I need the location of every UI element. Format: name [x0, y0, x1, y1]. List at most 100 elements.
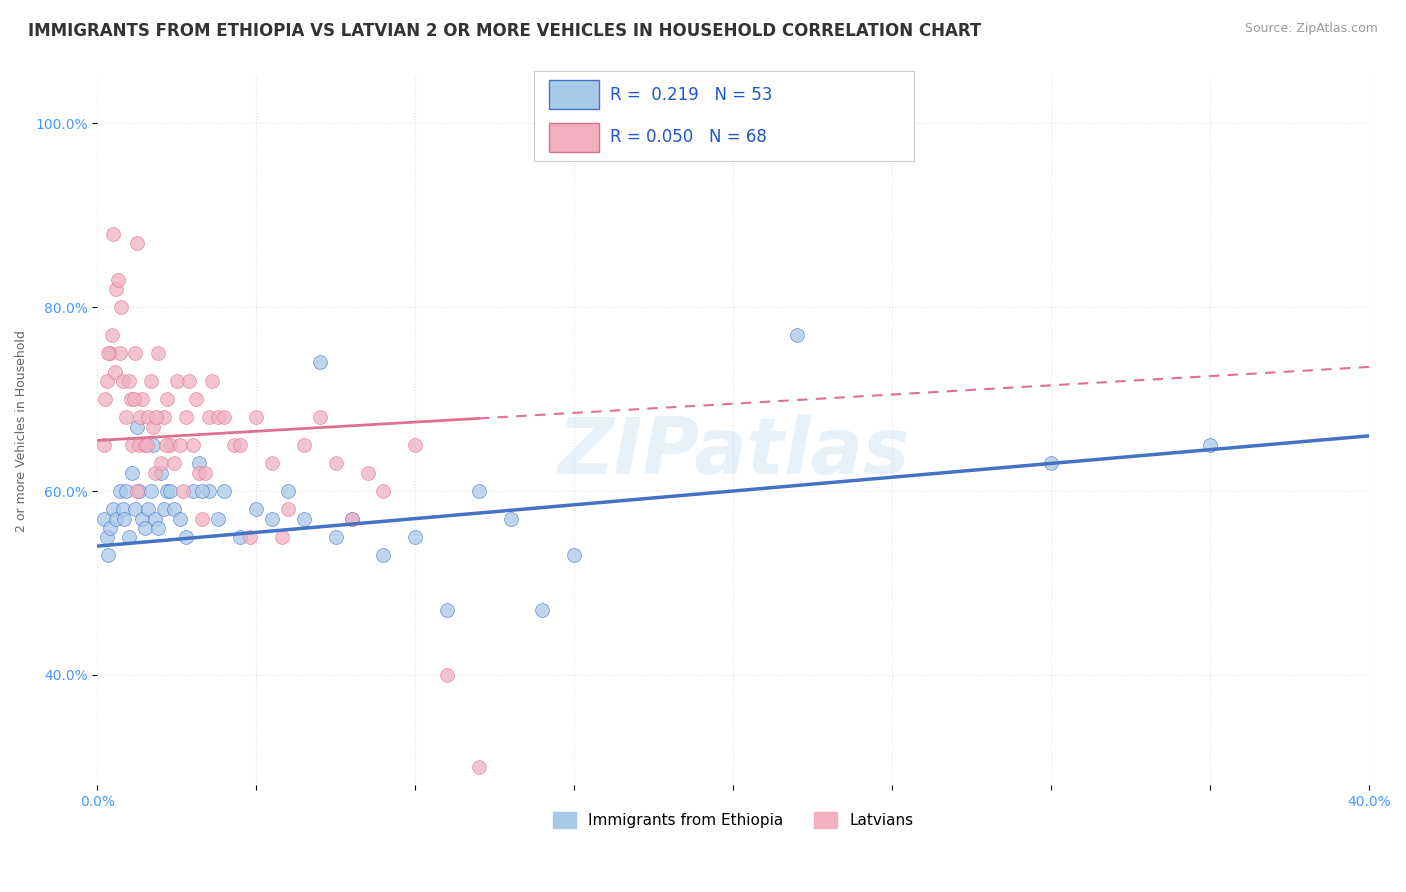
Point	[118, 530, 141, 544]
Point	[104, 365, 127, 379]
Point	[191, 511, 214, 525]
Point	[142, 438, 165, 452]
Point	[262, 457, 284, 471]
Point	[97, 549, 120, 563]
Point	[229, 438, 252, 452]
Point	[145, 410, 167, 425]
Point	[277, 483, 299, 498]
Point	[111, 374, 134, 388]
Point	[124, 502, 146, 516]
Point	[98, 521, 121, 535]
Point	[436, 668, 458, 682]
Text: Source: ZipAtlas.com: Source: ZipAtlas.com	[1244, 22, 1378, 36]
Point	[245, 410, 267, 425]
Text: R = 0.050   N = 68: R = 0.050 N = 68	[610, 128, 768, 146]
Point	[188, 457, 211, 471]
Point	[786, 327, 808, 342]
Point	[214, 410, 236, 425]
Point	[356, 466, 378, 480]
Point	[188, 466, 211, 480]
Point	[499, 511, 522, 525]
Point	[169, 511, 191, 525]
Point	[155, 438, 177, 452]
Text: IMMIGRANTS FROM ETHIOPIA VS LATVIAN 2 OR MORE VEHICLES IN HOUSEHOLD CORRELATION : IMMIGRANTS FROM ETHIOPIA VS LATVIAN 2 OR…	[28, 22, 981, 40]
Point	[184, 392, 207, 406]
Point	[194, 466, 217, 480]
Legend: Immigrants from Ethiopia, Latvians: Immigrants from Ethiopia, Latvians	[547, 805, 920, 834]
Point	[134, 438, 156, 452]
Point	[115, 483, 138, 498]
Point	[97, 346, 120, 360]
Point	[120, 392, 142, 406]
Point	[181, 438, 204, 452]
Point	[325, 530, 347, 544]
Point	[176, 410, 198, 425]
Point	[131, 511, 153, 525]
Point	[93, 438, 115, 452]
Point	[308, 355, 330, 369]
Point	[136, 410, 159, 425]
Point	[277, 502, 299, 516]
Text: R =  0.219   N = 53: R = 0.219 N = 53	[610, 86, 773, 103]
Point	[159, 438, 181, 452]
Point	[149, 457, 172, 471]
Point	[172, 483, 194, 498]
Point	[201, 374, 224, 388]
Point	[153, 410, 176, 425]
Point	[128, 438, 150, 452]
Point	[149, 466, 172, 480]
Point	[1199, 438, 1222, 452]
Point	[143, 511, 166, 525]
Point	[229, 530, 252, 544]
Point	[153, 502, 176, 516]
Point	[468, 483, 491, 498]
Point	[404, 438, 426, 452]
Point	[93, 511, 115, 525]
Text: ZIPatlas: ZIPatlas	[557, 415, 910, 491]
Point	[112, 511, 135, 525]
Point	[239, 530, 262, 544]
Point	[179, 374, 201, 388]
Point	[245, 502, 267, 516]
Point	[121, 466, 143, 480]
Point	[125, 235, 148, 250]
Point	[122, 392, 145, 406]
Point	[118, 374, 141, 388]
Point	[108, 483, 131, 498]
Point	[128, 483, 150, 498]
Point	[94, 392, 117, 406]
Point	[468, 760, 491, 774]
Point	[373, 549, 395, 563]
Point	[292, 511, 315, 525]
Point	[191, 483, 214, 498]
Point	[159, 483, 181, 498]
Point	[108, 346, 131, 360]
Point	[131, 392, 153, 406]
Point	[125, 419, 148, 434]
Y-axis label: 2 or more Vehicles in Household: 2 or more Vehicles in Household	[15, 330, 28, 533]
Point	[262, 511, 284, 525]
Point	[146, 521, 169, 535]
Point	[141, 374, 163, 388]
Point	[141, 483, 163, 498]
Point	[162, 502, 184, 516]
Point	[169, 438, 191, 452]
Point	[325, 457, 347, 471]
Point	[134, 521, 156, 535]
Point	[100, 327, 122, 342]
Point	[162, 457, 184, 471]
Point	[270, 530, 292, 544]
Point	[436, 603, 458, 617]
Point	[103, 227, 125, 241]
Point	[146, 346, 169, 360]
Point	[156, 483, 179, 498]
Point	[1040, 457, 1063, 471]
Point	[98, 346, 121, 360]
Point	[142, 419, 165, 434]
Point	[96, 374, 118, 388]
Point	[143, 466, 166, 480]
Point	[105, 511, 128, 525]
Point	[129, 410, 152, 425]
Point	[373, 483, 395, 498]
Point	[135, 438, 157, 452]
